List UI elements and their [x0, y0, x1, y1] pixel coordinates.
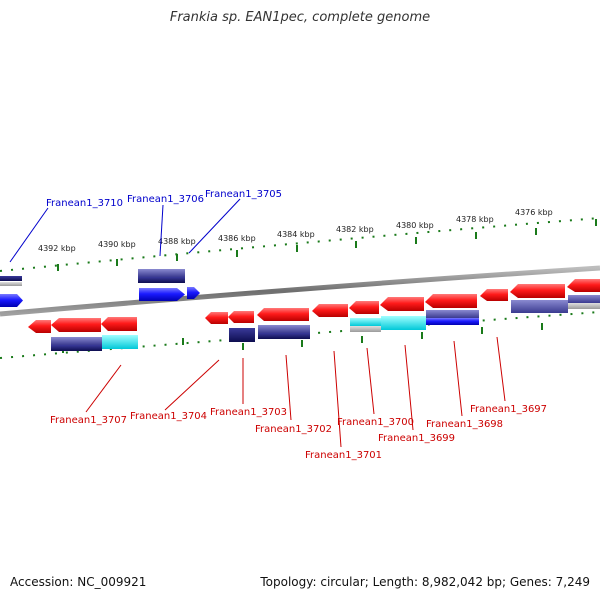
gene-arrow-franean1-3702[interactable]: [257, 308, 309, 321]
genome-backbone: [0, 265, 600, 317]
ruler-label: 4392 kbp: [38, 244, 76, 253]
map-title: Frankia sp. EAN1pec, complete genome: [169, 10, 431, 25]
gene-label-franean1-3707[interactable]: Franean1_3707: [50, 415, 127, 426]
gene-arrow-franean1-3707c[interactable]: [101, 317, 137, 331]
gene-arrow-franean1-3696[interactable]: [567, 279, 600, 292]
leader-line: [159, 204, 164, 257]
gene-annotation-bar: [138, 269, 185, 277]
gene-annotation-bar: [568, 295, 600, 303]
forward-ruler: [0, 217, 600, 272]
leader-line: [333, 350, 342, 448]
gene-arrow-franean1-3701[interactable]: [312, 304, 348, 317]
gene-arrow-franean1-3697[interactable]: [480, 289, 508, 301]
gene-annotation-bar: [102, 335, 138, 349]
gene-arrow-franean1-3704[interactable]: [205, 312, 228, 324]
leader-line: [453, 340, 463, 417]
gene-label-franean1-3704[interactable]: Franean1_3704: [130, 411, 207, 422]
gene-label-franean1-3698[interactable]: Franean1_3698: [426, 419, 503, 430]
gene-annotation-bar: [426, 310, 479, 318]
ruler-label: 4382 kbp: [336, 225, 374, 234]
gene-annotation-bar: [381, 316, 426, 330]
gene-arrow-franean1-3705[interactable]: [187, 287, 200, 299]
forward-leaders: [9, 198, 241, 263]
reverse-leaders: [85, 336, 506, 448]
ruler-label: 4378 kbp: [456, 215, 494, 224]
gene-annotation-bar: [0, 282, 22, 286]
ruler-label: 4390 kbp: [98, 240, 136, 249]
gene-label-franean1-3705[interactable]: Franean1_3705: [205, 189, 282, 200]
gene-annotation-bar: [138, 277, 185, 283]
gene-annotation-bar: [350, 326, 381, 332]
leader-line: [496, 336, 506, 402]
gene-annotation-bar: [426, 318, 479, 325]
gene-label-franean1-3702[interactable]: Franean1_3702: [255, 424, 332, 435]
gene-label-franean1-3700[interactable]: Franean1_3700: [337, 417, 414, 428]
gene-annotation-bar: [511, 300, 568, 313]
ruler-label: 4386 kbp: [218, 234, 256, 243]
ruler-label: 4384 kbp: [277, 230, 315, 239]
gene-label-franean1-3710[interactable]: Franean1_3710: [46, 198, 123, 209]
ruler-label: 4380 kbp: [396, 221, 434, 230]
gene-arrow-franean1-3703[interactable]: [228, 311, 254, 323]
gene-arrow-franean1-3710[interactable]: [0, 294, 23, 307]
forward-strand-genes: [0, 269, 200, 307]
gene-label-franean1-3699[interactable]: Franean1_3699: [378, 433, 455, 444]
genome-summary-text: Topology: circular; Length: 8,982,042 bp…: [260, 575, 590, 589]
gene-label-franean1-3697[interactable]: Franean1_3697: [470, 404, 547, 415]
gene-annotation-bar: [229, 328, 255, 342]
gene-annotation-bar: [258, 333, 310, 339]
gene-arrow-franean1-3706[interactable]: [139, 288, 185, 301]
gene-label-franean1-3706[interactable]: Franean1_3706: [127, 194, 204, 205]
forward-ruler-line: [0, 217, 600, 272]
gene-label-franean1-3701[interactable]: Franean1_3701: [305, 450, 382, 461]
leader-line: [285, 354, 292, 421]
leader-line: [404, 344, 414, 431]
reverse-strand-genes: [28, 279, 600, 351]
gene-arrow-franean1-3700[interactable]: [349, 301, 379, 314]
gene-arrow-franean1-3699[interactable]: [380, 297, 424, 311]
gene-label-franean1-3703[interactable]: Franean1_3703: [210, 407, 287, 418]
gene-arrow-franean1-3697b[interactable]: [510, 284, 565, 298]
ruler-label: 4388 kbp: [158, 237, 196, 246]
gene-annotation-bar: [350, 318, 381, 326]
gene-arrow-franean1-3707[interactable]: [28, 320, 51, 333]
leader-line: [9, 207, 49, 263]
gene-annotation-bar: [0, 276, 22, 281]
gene-annotation-bar: [51, 337, 102, 345]
gene-annotation-bar: [568, 303, 600, 309]
gene-annotation-bar: [258, 325, 310, 333]
leader-line: [366, 347, 375, 415]
leader-line: [85, 364, 122, 413]
accession-text: Accession: NC_009921: [10, 575, 147, 589]
gene-annotation-bar: [51, 345, 102, 351]
gene-arrow-franean1-3698[interactable]: [425, 294, 477, 308]
gene-arrow-franean1-3707b[interactable]: [51, 318, 101, 332]
ruler-label: 4376 kbp: [515, 208, 553, 217]
leader-line: [164, 359, 220, 411]
leader-line: [188, 198, 241, 254]
